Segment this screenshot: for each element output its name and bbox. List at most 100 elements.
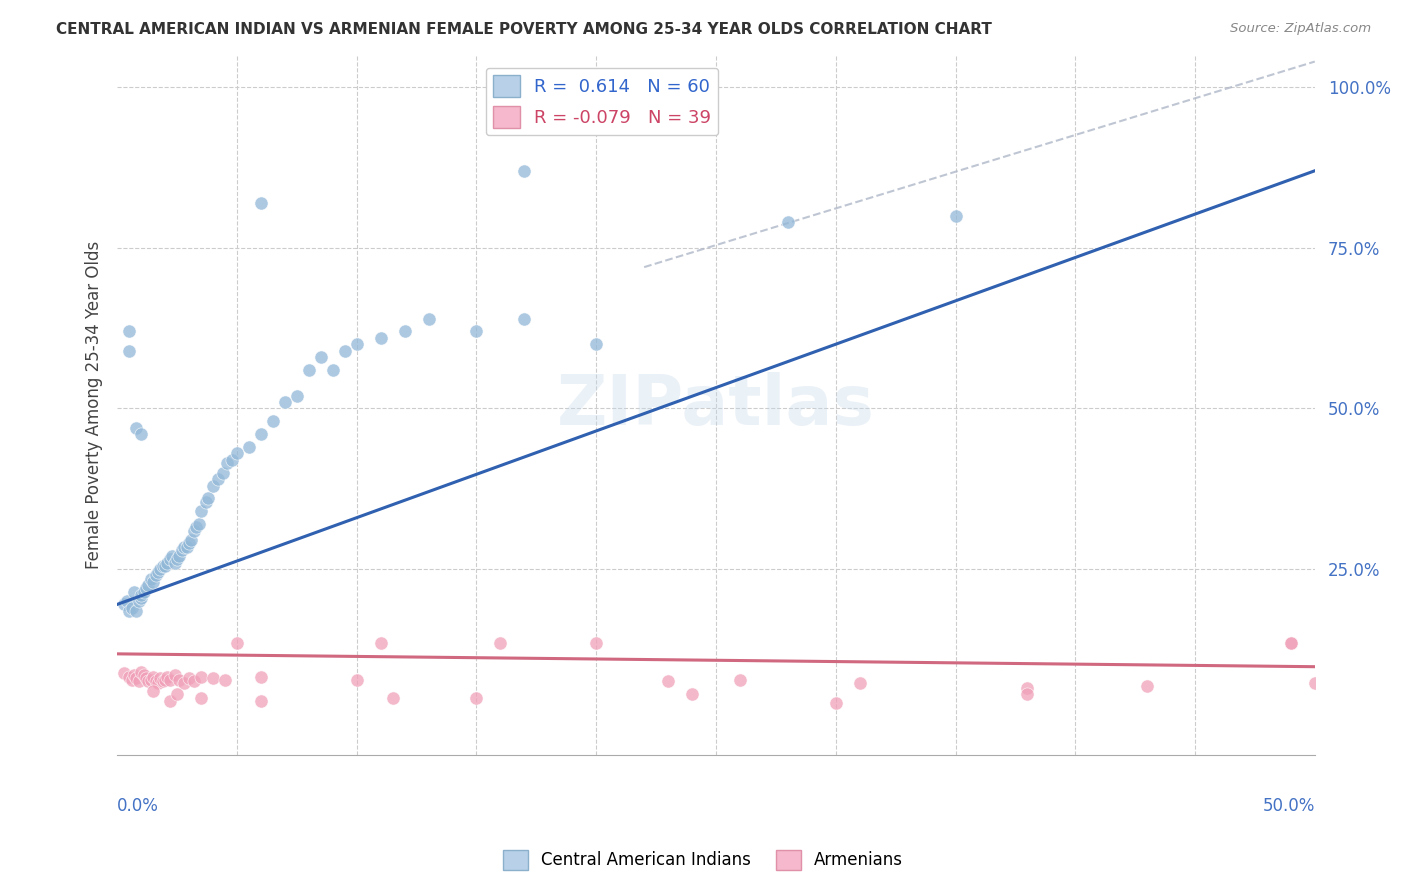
Point	[513, 311, 536, 326]
Point	[129, 591, 152, 605]
Point	[585, 636, 607, 650]
Point	[128, 674, 150, 689]
Point	[1279, 636, 1302, 650]
Point	[309, 350, 332, 364]
Point	[163, 556, 186, 570]
Point	[149, 671, 172, 685]
Point	[776, 215, 799, 229]
Point	[945, 209, 967, 223]
Point	[285, 389, 308, 403]
Point	[146, 566, 169, 580]
Point	[1136, 679, 1159, 693]
Point	[122, 668, 145, 682]
Point	[169, 673, 191, 687]
Point	[489, 636, 512, 650]
Text: 0.0%: 0.0%	[117, 797, 159, 815]
Point	[207, 472, 229, 486]
Point	[333, 343, 356, 358]
Point	[465, 324, 488, 338]
Point	[681, 687, 703, 701]
Point	[657, 674, 679, 689]
Point	[139, 572, 162, 586]
Point	[145, 673, 167, 688]
Point	[1279, 636, 1302, 650]
Point	[146, 676, 169, 690]
Point	[214, 673, 236, 687]
Point	[173, 540, 195, 554]
Point	[153, 673, 176, 687]
Point	[129, 665, 152, 679]
Point	[176, 540, 198, 554]
Point	[180, 533, 202, 548]
Point	[135, 671, 157, 685]
Point	[122, 584, 145, 599]
Text: Source: ZipAtlas.com: Source: ZipAtlas.com	[1230, 22, 1371, 36]
Point	[139, 673, 162, 687]
Point	[186, 520, 208, 534]
Legend: R =  0.614   N = 60, R = -0.079   N = 39: R = 0.614 N = 60, R = -0.079 N = 39	[485, 68, 718, 136]
Point	[322, 363, 344, 377]
Point	[173, 676, 195, 690]
Point	[848, 676, 870, 690]
Point	[125, 671, 148, 685]
Point	[121, 673, 143, 687]
Point	[152, 674, 174, 689]
Point	[238, 440, 260, 454]
Y-axis label: Female Poverty Among 25-34 Year Olds: Female Poverty Among 25-34 Year Olds	[86, 241, 103, 569]
Point	[217, 456, 239, 470]
Point	[159, 552, 181, 566]
Point	[166, 552, 188, 566]
Point	[274, 395, 297, 409]
Point	[728, 673, 751, 687]
Point	[177, 671, 200, 685]
Point	[250, 670, 273, 684]
Point	[162, 549, 184, 564]
Point	[112, 666, 135, 681]
Point	[135, 582, 157, 596]
Point	[418, 311, 440, 326]
Point	[129, 588, 152, 602]
Point	[121, 600, 143, 615]
Point	[159, 673, 181, 687]
Point	[118, 604, 141, 618]
Point	[226, 446, 249, 460]
Point	[465, 690, 488, 705]
Point	[250, 195, 273, 210]
Point	[201, 478, 224, 492]
Point	[115, 594, 138, 608]
Point	[513, 163, 536, 178]
Point	[125, 604, 148, 618]
Point	[118, 343, 141, 358]
Point	[226, 636, 249, 650]
Point	[190, 690, 212, 705]
Text: 50.0%: 50.0%	[1263, 797, 1315, 815]
Point	[381, 690, 404, 705]
Point	[149, 562, 172, 576]
Point	[250, 427, 273, 442]
Point	[824, 696, 846, 710]
Point	[194, 494, 217, 508]
Text: ZIPatlas: ZIPatlas	[557, 372, 875, 439]
Point	[1017, 687, 1039, 701]
Point	[190, 670, 212, 684]
Point	[183, 674, 205, 689]
Point	[136, 674, 159, 689]
Point	[145, 568, 167, 582]
Point	[250, 694, 273, 708]
Point	[118, 670, 141, 684]
Point	[201, 671, 224, 685]
Text: CENTRAL AMERICAN INDIAN VS ARMENIAN FEMALE POVERTY AMONG 25-34 YEAR OLDS CORRELA: CENTRAL AMERICAN INDIAN VS ARMENIAN FEMA…	[56, 22, 993, 37]
Point	[129, 427, 152, 442]
Point	[346, 337, 368, 351]
Point	[262, 414, 284, 428]
Point	[394, 324, 416, 338]
Point	[187, 517, 209, 532]
Legend: Central American Indians, Armenians: Central American Indians, Armenians	[496, 843, 910, 877]
Point	[370, 331, 392, 345]
Point	[153, 558, 176, 573]
Point	[128, 594, 150, 608]
Point	[125, 421, 148, 435]
Point	[183, 524, 205, 538]
Point	[346, 673, 368, 687]
Point	[142, 684, 165, 698]
